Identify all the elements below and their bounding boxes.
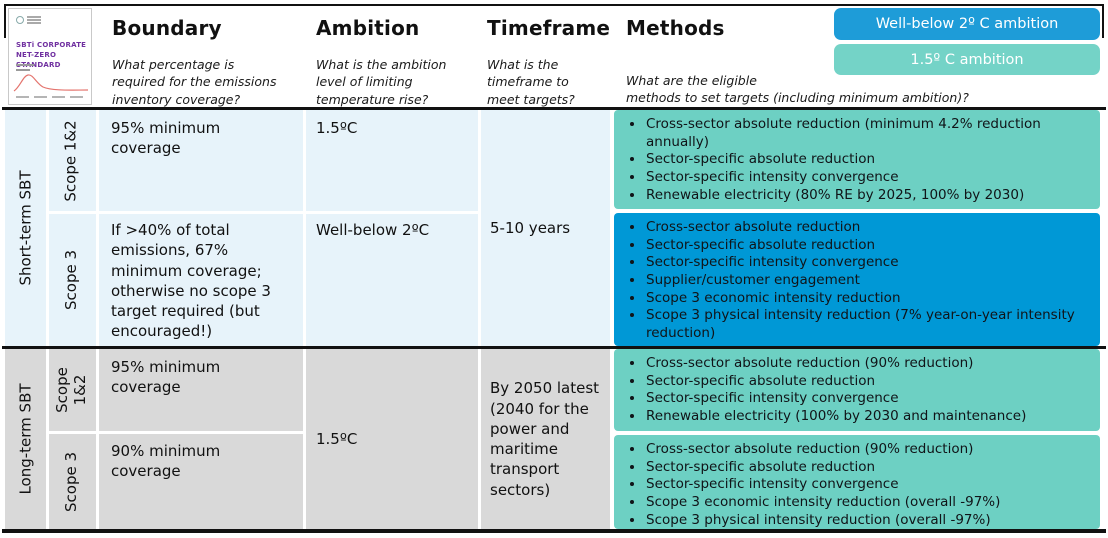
grid-line (478, 110, 481, 346)
cover-date-bar (16, 69, 30, 71)
grid-line (46, 349, 49, 529)
rule-top (4, 4, 1104, 6)
methods-list: Cross-sector absolute reduction (minimum… (614, 110, 1100, 204)
ambition-cell-st-scope3: Well-below 2ºC (316, 221, 430, 239)
method-item: Renewable electricity (80% RE by 2025, 1… (645, 187, 1090, 205)
methods-box-lt-scope3: Cross-sector absolute reduction (90% red… (614, 435, 1100, 529)
method-item: Renewable electricity (100% by 2030 and … (645, 408, 1090, 426)
timeframe-value: 5-10 years (490, 218, 571, 237)
method-item: Scope 3 economic intensity reduction (ov… (645, 494, 1090, 512)
methods-box-lt-scope12: Cross-sector absolute reduction (90% red… (614, 349, 1100, 431)
method-item: Sector-specific absolute reduction (645, 151, 1090, 169)
scope-label: Scope 1&2 (53, 367, 89, 413)
legend-chip-well-below-2c: Well-below 2º C ambition (834, 8, 1100, 40)
column-question-ambition: What is the ambition level of limiting t… (316, 57, 447, 107)
section-label-long-term: Long-term SBT (16, 383, 35, 495)
ambition-value: 1.5ºC (316, 429, 358, 448)
method-item: Sector-specific intensity convergence (645, 169, 1090, 187)
column-question-methods: What are the eligible methods to set tar… (626, 73, 969, 106)
method-item: Cross-sector absolute reduction (90% red… (645, 355, 1090, 373)
section-short-term-bg (5, 110, 610, 346)
methods-list: Cross-sector absolute reductionSector-sp… (614, 213, 1100, 343)
method-item: Sector-specific intensity convergence (645, 254, 1090, 272)
methods-box-st-scope12: Cross-sector absolute reduction (minimum… (614, 110, 1100, 209)
methods-list: Cross-sector absolute reduction (90% red… (614, 435, 1100, 529)
grid-line (303, 349, 306, 529)
grid-line (46, 110, 49, 346)
rule-top-left-cap (4, 4, 6, 38)
column-header-boundary: Boundary (112, 16, 222, 40)
method-item: Supplier/customer engagement (645, 272, 1090, 290)
cover-title: SBTi CORPORATE NET-ZERO STANDARD (16, 41, 87, 70)
sbti-logo-wordmark (27, 16, 41, 25)
method-item: Cross-sector absolute reduction (minimum… (645, 116, 1090, 151)
section-long-term-bg (5, 349, 610, 529)
method-item: Sector-specific absolute reduction (645, 373, 1090, 391)
method-item: Scope 3 physical intensity reduction (7%… (645, 307, 1090, 342)
method-item: Cross-sector absolute reduction (645, 219, 1090, 237)
method-item: Scope 3 economic intensity reduction (645, 290, 1090, 308)
methods-list: Cross-sector absolute reduction (90% red… (614, 349, 1100, 426)
rule-section-divider (2, 346, 1106, 349)
method-item: Sector-specific absolute reduction (645, 237, 1090, 255)
legend-label-1-5c: 1.5º C ambition (910, 51, 1024, 68)
cover-partner-logos (16, 96, 83, 98)
rule-top-right-cap (1102, 4, 1104, 38)
scope-cell-lt-scope3: Scope 3 (46, 434, 96, 529)
timeframe-cell-st-merged: 5-10 years (490, 110, 602, 346)
method-item: Scope 3 physical intensity reduction (ov… (645, 512, 1090, 529)
scope-label: Scope 3 (62, 249, 81, 311)
ambition-cell-st-scope12: 1.5ºC (316, 119, 358, 137)
method-item: Sector-specific intensity convergence (645, 390, 1090, 408)
section-label-short-term: Short-term SBT (16, 170, 35, 286)
grid-line (46, 431, 303, 434)
column-header-methods: Methods (626, 16, 725, 40)
boundary-cell-lt-scope3: 90% minimum coverage (111, 442, 221, 481)
grid-line (46, 211, 478, 214)
scope-label: Scope 1&2 (62, 119, 80, 202)
timeframe-cell-lt-merged: By 2050 latest (2040 for the power and m… (490, 349, 602, 529)
sbti-logo-icon (16, 16, 24, 24)
scope-label: Scope 3 (62, 451, 81, 512)
grid-line (478, 349, 481, 529)
legend-chip-1-5c: 1.5º C ambition (834, 44, 1100, 75)
grid-line (96, 349, 99, 529)
scope-cell-lt-scope12: Scope 1&2 (46, 349, 96, 431)
column-header-ambition: Ambition (316, 16, 420, 40)
method-item: Cross-sector absolute reduction (90% red… (645, 441, 1090, 459)
boundary-cell-st-scope3: If >40% of total emissions, 67% minimum … (111, 221, 271, 341)
legend-label-well-below-2c: Well-below 2º C ambition (875, 16, 1059, 32)
method-item: Sector-specific absolute reduction (645, 459, 1090, 477)
timeframe-value: By 2050 latest (2040 for the power and m… (490, 379, 600, 499)
rule-bottom (2, 529, 1106, 533)
methods-box-st-scope3: Cross-sector absolute reductionSector-sp… (614, 213, 1100, 346)
boundary-cell-lt-scope12: 95% minimum coverage (111, 358, 221, 397)
section-label-long-term-box: Long-term SBT (5, 349, 46, 529)
boundary-cell-st-scope12: 95% minimum coverage (111, 119, 221, 158)
report-cover-thumbnail: SBTi CORPORATE NET-ZERO STANDARD (8, 8, 92, 105)
method-item: Sector-specific intensity convergence (645, 476, 1090, 494)
scope-cell-st-scope3: Scope 3 (46, 214, 96, 346)
cover-version-bar (16, 64, 34, 66)
column-question-boundary: What percentage is required for the emis… (112, 57, 277, 107)
column-header-timeframe: Timeframe (487, 16, 611, 40)
section-label-short-term-box: Short-term SBT (5, 110, 46, 346)
rule-header-divider (2, 107, 1106, 110)
column-question-timeframe: What is the timeframe to meet targets? (487, 57, 575, 107)
scope-cell-st-scope12: Scope 1&2 (46, 110, 96, 211)
grid-line (96, 110, 99, 346)
emissions-curve-graphic (13, 74, 89, 92)
ambition-cell-lt-merged: 1.5ºC (316, 349, 466, 529)
grid-line (303, 110, 306, 346)
